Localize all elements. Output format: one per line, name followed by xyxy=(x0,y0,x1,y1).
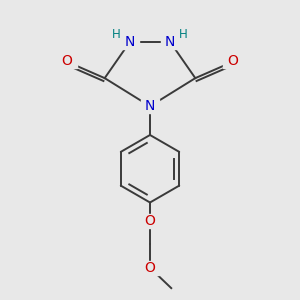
FancyBboxPatch shape xyxy=(120,35,139,49)
Text: H: H xyxy=(112,28,121,41)
FancyBboxPatch shape xyxy=(110,29,123,40)
Text: N: N xyxy=(165,35,175,49)
FancyBboxPatch shape xyxy=(141,261,159,275)
Text: O: O xyxy=(227,54,238,68)
Text: O: O xyxy=(62,54,73,68)
Text: O: O xyxy=(145,261,155,275)
FancyBboxPatch shape xyxy=(161,35,180,49)
FancyBboxPatch shape xyxy=(177,29,190,40)
FancyBboxPatch shape xyxy=(141,99,159,113)
FancyBboxPatch shape xyxy=(224,54,242,68)
FancyBboxPatch shape xyxy=(141,214,159,228)
Text: N: N xyxy=(124,35,135,49)
Text: N: N xyxy=(145,99,155,113)
Text: H: H xyxy=(179,28,188,41)
FancyBboxPatch shape xyxy=(58,54,76,68)
Text: O: O xyxy=(145,214,155,228)
